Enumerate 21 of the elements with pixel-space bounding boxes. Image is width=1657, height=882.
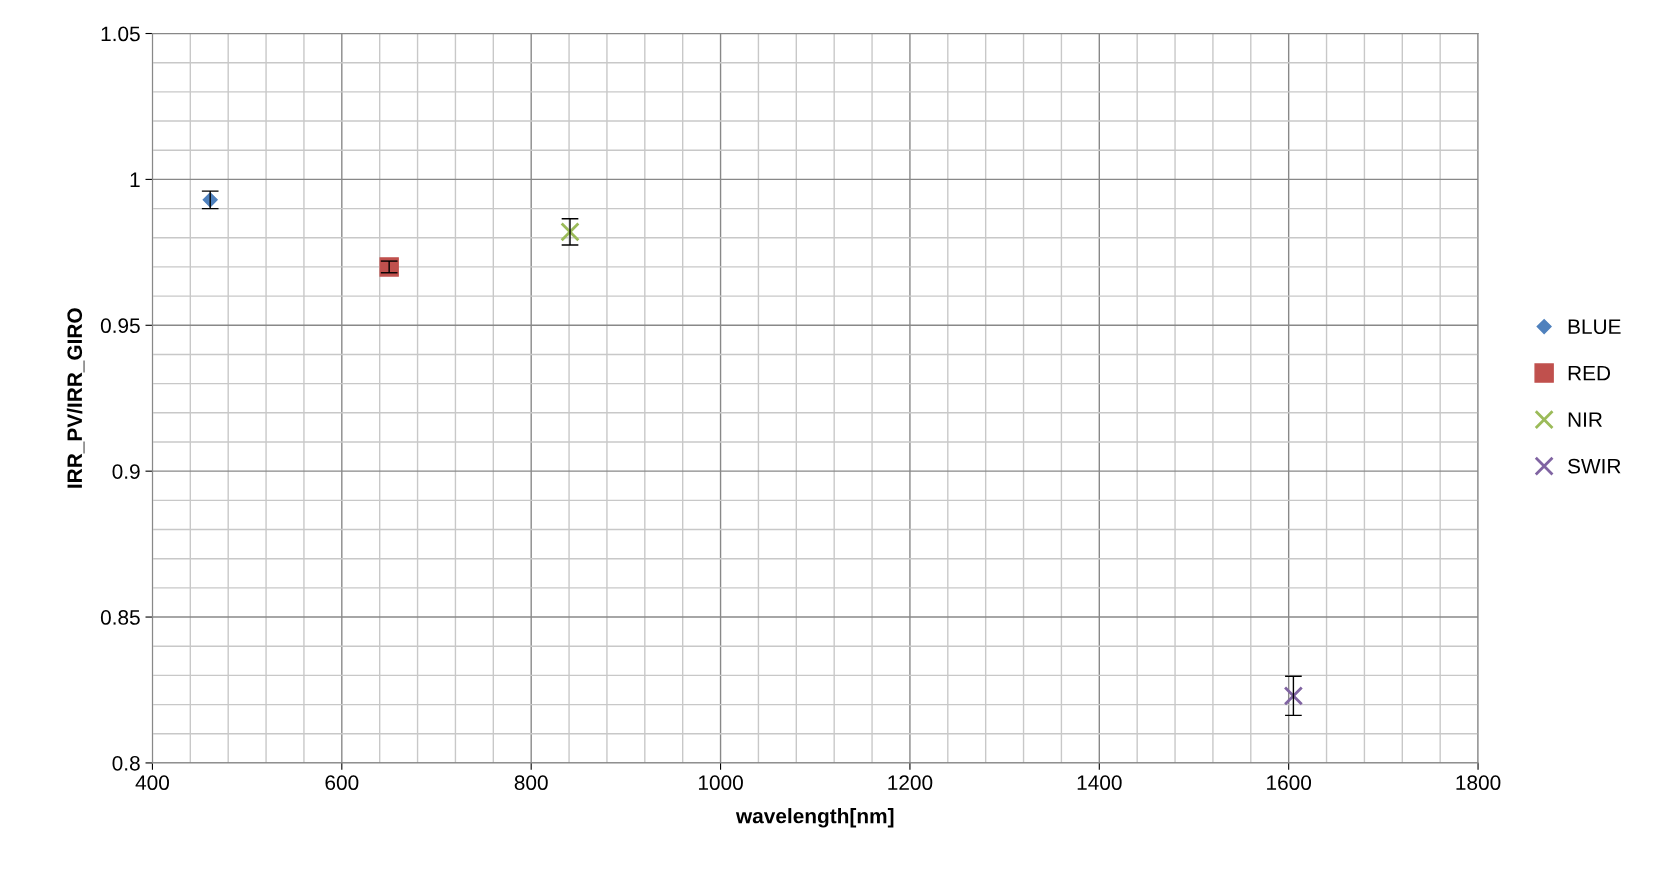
y-tick-label: 1	[130, 172, 140, 187]
x-tick-label: 1200	[888, 775, 933, 791]
x-tick-label: 800	[514, 775, 548, 791]
x-axis-title: wavelength[nm]	[735, 808, 894, 828]
y-tick-label: 0.95	[100, 318, 140, 334]
legend-label: NIR	[1568, 412, 1602, 427]
y-tick-label: 0.9	[112, 464, 140, 479]
legend-label: SWIR	[1568, 458, 1621, 474]
x-tick-label: 600	[325, 775, 359, 791]
legend-label: RED	[1568, 366, 1611, 381]
y-tick-label: 0.8	[112, 755, 140, 771]
x-tick-label: 1800	[1456, 775, 1501, 791]
legend-label: BLUE	[1568, 319, 1621, 335]
x-tick-label: 1000	[698, 775, 743, 791]
x-tick-label: 1600	[1267, 775, 1312, 791]
point	[1283, 686, 1304, 706]
y-axis-title: IRR_PV/IRR_GIRO	[66, 308, 85, 488]
y-tick-label: 0.85	[100, 610, 140, 625]
x-tick-label: 1400	[1077, 775, 1122, 791]
y-tick-label: 1.05	[101, 26, 140, 42]
x-tick-label: 400	[135, 775, 170, 791]
